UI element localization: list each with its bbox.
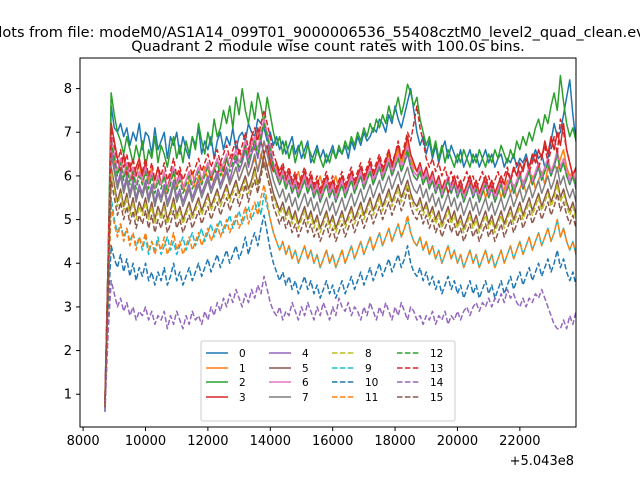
legend-label-3: 3: [239, 392, 246, 404]
series-line-15: [104, 162, 576, 408]
legend-label-13: 13: [430, 363, 443, 375]
x-axis: 8000 10000 12000 14000 16000 18000 20000 22000: [67, 427, 541, 449]
y-tick-label: 1: [64, 388, 72, 403]
figure-suptitle: Plots from file: modeM0/AS1A14_099T01_90…: [0, 25, 640, 41]
legend-label-11: 11: [365, 392, 378, 404]
legend-label-8: 8: [365, 348, 372, 360]
series-line-7: [104, 140, 576, 403]
x-axis-offset-label: +5.043e8: [510, 454, 574, 469]
legend-label-0: 0: [239, 348, 246, 360]
y-tick-label: 6: [64, 169, 72, 184]
y-tick-label: 2: [64, 344, 72, 359]
series-line-8: [104, 162, 576, 408]
series-line-2: [104, 74, 576, 399]
series-line-13: [104, 105, 576, 403]
legend-label-2: 2: [239, 377, 246, 389]
x-tick-label: 22000: [499, 434, 540, 449]
axes-frame: [79, 57, 577, 428]
y-tick-label: 8: [64, 82, 72, 97]
legend-label-7: 7: [302, 392, 309, 404]
series-line-5: [104, 153, 576, 408]
x-tick-label: 14000: [250, 434, 291, 449]
legend-label-6: 6: [302, 377, 309, 389]
series-line-14: [104, 275, 576, 412]
legend-label-15: 15: [430, 392, 443, 404]
x-tick-label: 18000: [374, 434, 415, 449]
y-tick-label: 4: [64, 257, 72, 272]
legend-label-5: 5: [302, 363, 309, 375]
series-line-11: [104, 183, 576, 408]
legend-label-14: 14: [430, 377, 444, 389]
series-layer: [104, 74, 576, 412]
legend-label-4: 4: [302, 348, 309, 360]
x-tick-label: 12000: [187, 434, 228, 449]
y-axis: 1 2 3 4 5 6 7 8: [64, 82, 80, 403]
y-tick-label: 7: [64, 126, 72, 141]
y-tick-label: 5: [64, 213, 72, 228]
legend-box: [200, 340, 456, 422]
x-tick-label: 20000: [437, 434, 478, 449]
y-tick-label: 3: [64, 300, 72, 315]
x-tick-label: 8000: [67, 434, 100, 449]
legend-label-12: 12: [430, 348, 443, 360]
series-line-9: [104, 192, 576, 408]
x-tick-label: 10000: [125, 434, 166, 449]
x-tick-label: 16000: [312, 434, 353, 449]
legend-label-9: 9: [365, 363, 372, 375]
series-line-6: [104, 118, 576, 403]
chart-title: Quadrant 2 module wise count rates with …: [131, 39, 525, 55]
legend-label-1: 1: [239, 363, 246, 375]
legend-label-10: 10: [365, 377, 378, 389]
plot-area: 8000 10000 12000 14000 16000 18000 20000 22000 …: [64, 57, 577, 469]
series-line-12: [104, 122, 576, 403]
series-line-10: [104, 214, 576, 412]
